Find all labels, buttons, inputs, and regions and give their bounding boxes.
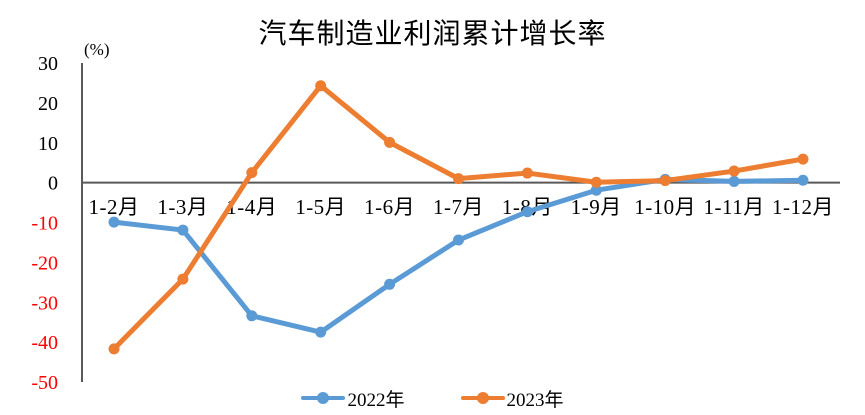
data-point-2023年-1-2月 (108, 343, 120, 355)
data-point-2022年-1-3月 (177, 224, 189, 236)
chart-legend: 2022年 2023年 (0, 384, 865, 412)
x-axis-label: 1-3月 (157, 195, 208, 219)
data-point-2022年-1-8月 (521, 206, 533, 218)
y-tick-label: 0 (48, 173, 58, 195)
legend-line-marker-swatch-2022 (301, 392, 346, 404)
x-axis-label: 1-11月 (703, 195, 764, 219)
x-axis-label: 1-2月 (89, 195, 140, 219)
y-tick-label: -30 (31, 292, 58, 314)
legend-line-marker-swatch-2023 (460, 392, 505, 404)
y-tick-label: 30 (38, 53, 58, 75)
data-point-2022年-1-2月 (108, 216, 120, 228)
y-tick-label: 20 (38, 93, 58, 115)
x-axis-label: 1-7月 (433, 195, 484, 219)
y-axis-unit-label: (%) (84, 40, 110, 59)
data-point-2023年-1-12月 (797, 153, 809, 165)
x-axis-label: 1-12月 (772, 195, 834, 219)
data-point-2023年-1-6月 (384, 136, 396, 148)
y-tick-label: -50 (31, 372, 58, 394)
data-point-2022年-1-11月 (728, 175, 740, 187)
data-point-2022年-1-12月 (797, 174, 809, 186)
legend-item-2022: 2022年 (301, 385, 405, 412)
x-axis-label: 1-10月 (634, 195, 696, 219)
chart-title: 汽车制造业利润累计增长率 (258, 19, 607, 50)
data-point-2023年-1-11月 (728, 165, 740, 177)
x-axis-label: 1-6月 (364, 195, 415, 219)
data-point-2023年-1-9月 (590, 176, 602, 188)
y-tick-label: 10 (38, 133, 58, 155)
y-tick-label: -40 (31, 332, 58, 354)
legend-label-2023: 2023年 (506, 389, 564, 411)
legend-label-2022: 2022年 (347, 389, 405, 411)
legend-item-2023: 2023年 (460, 385, 564, 412)
data-point-2023年-1-8月 (521, 167, 533, 179)
x-axis-label: 1-9月 (571, 195, 622, 219)
y-tick-label: -20 (31, 252, 58, 274)
y-tick-label: -10 (31, 213, 58, 235)
data-point-2023年-1-7月 (453, 173, 464, 185)
data-point-2023年-1-5月 (315, 80, 327, 92)
data-point-2023年-1-4月 (246, 167, 258, 179)
data-point-2022年-1-4月 (246, 310, 258, 322)
data-point-2023年-1-10月 (659, 175, 671, 187)
data-point-2022年-1-6月 (384, 278, 396, 290)
x-axis-label: 1-5月 (295, 195, 346, 219)
data-point-2022年-1-9月 (590, 184, 602, 196)
data-point-2022年-1-7月 (453, 234, 464, 246)
data-point-2022年-1-5月 (315, 326, 327, 338)
data-point-2023年-1-3月 (177, 273, 189, 285)
